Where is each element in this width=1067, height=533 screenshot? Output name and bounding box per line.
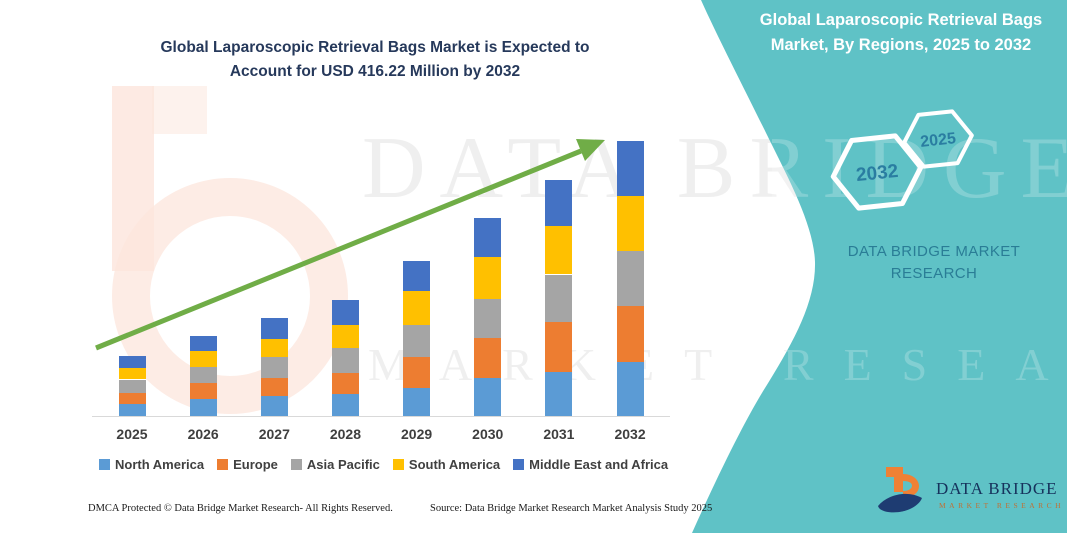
brand-text-line1: DATA BRIDGE MARKET xyxy=(847,243,1021,260)
bar-segment xyxy=(118,367,146,380)
bar-segment xyxy=(118,356,146,368)
legend-label: Asia Pacific xyxy=(306,457,380,472)
chart-title-line2: Account for USD 416.22 Million by 2032 xyxy=(229,63,521,81)
x-axis-label: 2027 xyxy=(258,426,290,442)
hexagon-2032-label: 2032 xyxy=(855,161,899,186)
bar-segment xyxy=(403,291,431,326)
bar-segment xyxy=(189,382,217,400)
x-axis-label: 2028 xyxy=(329,426,362,442)
x-axis-label: 2025 xyxy=(116,426,148,442)
legend-label: North America xyxy=(115,457,205,472)
bar-segment xyxy=(332,394,359,416)
bar-segment xyxy=(260,377,288,396)
side-panel-title-line2: Market, By Regions, 2025 to 2032 xyxy=(770,35,1032,54)
legend-swatch xyxy=(290,459,302,470)
bar-segment xyxy=(260,357,288,378)
bar-segment xyxy=(332,372,359,395)
bar-segment xyxy=(616,250,644,307)
trend-arrowhead xyxy=(576,139,605,161)
databridge-logo-icon xyxy=(878,467,922,513)
bar-segment xyxy=(118,403,146,416)
bar-segment xyxy=(545,274,573,323)
bar-segment xyxy=(545,226,573,275)
side-panel-title: Global Laparoscopic Retrieval Bags Marke… xyxy=(745,8,1057,58)
watermark-databridge-overlay: DATA BRIDGE xyxy=(362,120,1067,217)
x-axis-line xyxy=(92,416,670,417)
chart-title-line1: Global Laparoscopic Retrieval Bags Marke… xyxy=(160,39,590,56)
legend-swatch xyxy=(99,459,110,470)
legend-swatch xyxy=(513,459,525,470)
legend: North America Europe Asia Pacific South Ame… xyxy=(99,457,668,472)
bar-segment xyxy=(474,377,502,416)
watermark-databridge: DATA BRIDGE xyxy=(362,120,1067,217)
bar-segment xyxy=(403,387,431,416)
bar-segment xyxy=(189,351,217,368)
side-panel-title-line1: Global Laparoscopic Retrieval Bags xyxy=(759,11,1043,29)
bar-segment xyxy=(332,347,359,373)
bar-segment xyxy=(403,325,431,358)
x-axis-label: 2030 xyxy=(472,426,504,442)
bar-segment xyxy=(545,371,573,416)
watermark-market-research: MARKET RESEARCH xyxy=(368,339,1067,390)
legend-item: Asia Pacific xyxy=(290,457,380,472)
legend-label: South America xyxy=(408,457,501,472)
logo-wordmark: DATA BRIDGE xyxy=(936,479,1058,498)
bar-segment xyxy=(545,179,573,227)
bar-segment xyxy=(474,337,502,378)
hexagon-2025-label: 2025 xyxy=(920,130,957,151)
bar-segment xyxy=(474,257,502,299)
bar-segment xyxy=(616,306,644,362)
bar-segment xyxy=(260,339,288,358)
bar-segment xyxy=(189,336,217,352)
legend-item: North America xyxy=(99,457,204,472)
hexagon-2032: 2032 xyxy=(830,133,924,211)
bar-segment xyxy=(616,141,644,197)
bar-segment xyxy=(260,396,288,416)
legend-item: Europe xyxy=(217,457,278,472)
legend-swatch xyxy=(392,459,404,470)
x-axis-label: 2031 xyxy=(543,426,575,442)
bar-segment xyxy=(189,399,217,416)
legend-label: Middle East and Africa xyxy=(529,457,669,472)
x-axis-label: 2029 xyxy=(401,426,433,442)
bar-segment xyxy=(545,322,573,372)
bar-segment xyxy=(118,379,146,393)
brand-text-line2: RESEARCH xyxy=(890,264,978,282)
bar-segment xyxy=(189,367,217,383)
legend-item: Middle East and Africa xyxy=(513,457,668,472)
side-panel-brand-text: DATA BRIDGE MARKET RESEARCH xyxy=(843,241,1025,285)
bar-segment xyxy=(474,298,502,338)
logo-watermark-ring xyxy=(112,178,348,414)
x-axis-label: 2032 xyxy=(614,426,646,442)
source-note: Source: Data Bridge Market Research Mark… xyxy=(430,503,713,514)
logo-watermark-stem xyxy=(112,86,154,271)
logo-subtitle: MARKET RESEARCH xyxy=(939,501,1065,510)
legend-label: Europe xyxy=(233,457,278,472)
bar-segment xyxy=(118,392,146,404)
hexagon-2025: 2025 xyxy=(902,109,974,169)
dmca-notice: DMCA Protected © Data Bridge Market Rese… xyxy=(88,503,393,514)
bar-segment xyxy=(403,357,431,388)
bar-segment xyxy=(332,324,359,348)
bar-segment xyxy=(260,318,288,340)
bar-segment xyxy=(616,361,644,416)
bar-segment xyxy=(332,299,359,325)
chart-title: Global Laparoscopic Retrieval Bags Marke… xyxy=(130,36,620,84)
watermark-market-research-overlay: MARKET RESEARCH xyxy=(772,339,1067,390)
x-axis-label: 2026 xyxy=(187,426,219,442)
legend-swatch xyxy=(217,459,229,470)
legend-item: South America xyxy=(392,457,501,472)
bar-segment xyxy=(474,218,502,258)
bar-segment xyxy=(616,196,644,251)
logo-watermark-flag xyxy=(152,86,207,134)
bar-segment xyxy=(403,261,431,292)
